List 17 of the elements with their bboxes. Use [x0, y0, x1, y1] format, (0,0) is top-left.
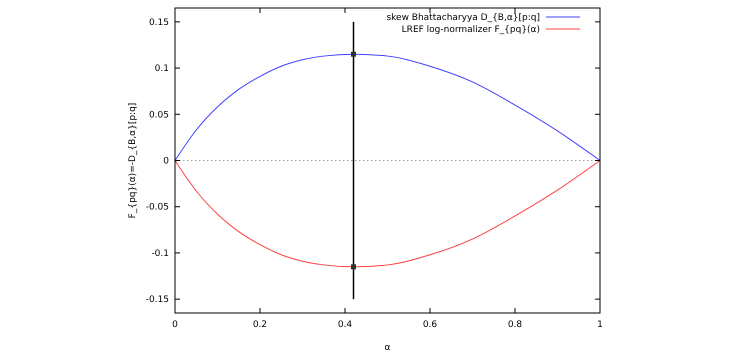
y-tick-label: 0.15 [148, 18, 169, 28]
x-tick-label: 0.8 [508, 320, 522, 330]
x-tick-label: 0.4 [338, 320, 352, 330]
x-tick-label: 0.2 [252, 320, 268, 330]
y-axis-title: F_{pq}(α)=-D_{B,α}[p:q] [128, 102, 138, 218]
legend-label: skew Bhattacharyya D_{B,α}[p:q] [386, 13, 540, 23]
y-tick-label: -0.05 [146, 202, 169, 213]
y-tick-label: 0.05 [148, 110, 169, 120]
x-axis-title: α [384, 343, 391, 353]
y-tick-label: 0 [163, 156, 170, 166]
x-tick-label: 0.6 [422, 320, 438, 330]
y-tick-label: 0.1 [154, 64, 169, 74]
legend-label: LREF log-normalizer F_{pq}(α) [402, 25, 540, 35]
x-tick-label: 0 [172, 320, 178, 330]
y-tick-label: -0.15 [146, 295, 169, 306]
y-tick-label: -0.1 [151, 248, 169, 259]
x-tick-label: 1 [597, 320, 603, 330]
